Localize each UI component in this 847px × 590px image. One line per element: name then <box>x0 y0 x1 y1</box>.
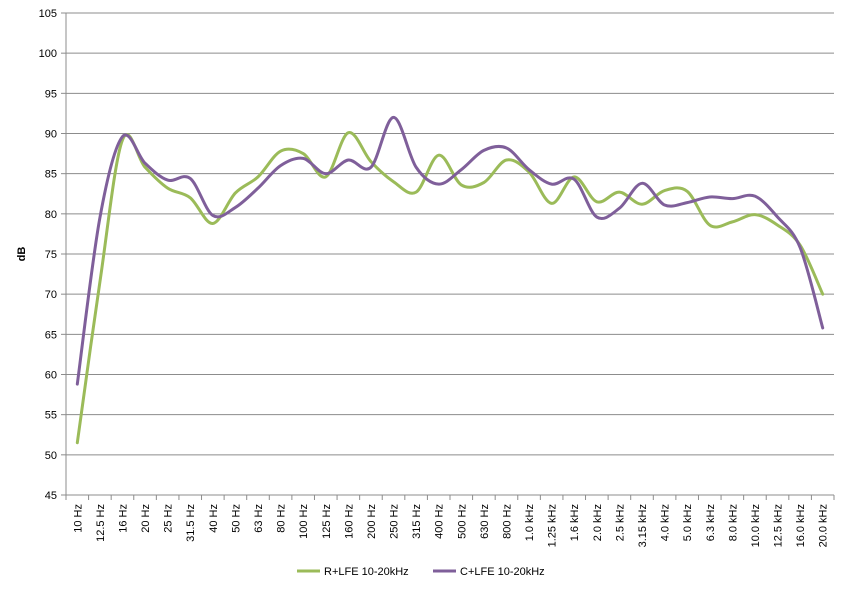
series-line-2 <box>75 115 825 386</box>
axes <box>61 12 835 500</box>
y-tick-label: 45 <box>45 490 57 502</box>
x-tick-label: 2.5 kHz <box>614 504 626 541</box>
x-tick-label: 1.6 kHz <box>569 504 581 541</box>
x-tick-label: 630 Hz <box>479 504 491 539</box>
x-tick-labels: 10 Hz 12.5 Hz 16 Hz 20 Hz 25 Hz 31.5 Hz 40 Hz 5… <box>72 504 829 547</box>
y-tick-label: 50 <box>45 450 57 462</box>
x-tick-label: 125 Hz <box>321 504 333 539</box>
x-tick-label: 20 Hz <box>140 504 152 533</box>
y-tick-label: 80 <box>45 209 57 221</box>
x-tick-label: 500 Hz <box>456 504 468 539</box>
x-tick-label: 3.15 kHz <box>637 504 649 547</box>
y-tick-label: 70 <box>45 289 57 301</box>
legend-label-2: C+LFE 10-20kHz <box>460 566 545 578</box>
y-tick-label: 65 <box>45 329 57 341</box>
y-tick-label: 75 <box>45 249 57 261</box>
y-tick-labels: 45 50 55 60 65 70 75 80 85 90 95 100 105 <box>39 8 57 502</box>
x-tick-label: 4.0 kHz <box>660 504 672 541</box>
x-tick-label: 40 Hz <box>208 504 220 533</box>
y-tick-label: 95 <box>45 88 57 100</box>
x-tick-label: 10 Hz <box>72 504 84 533</box>
x-tick-label: 1.25 kHz <box>547 504 559 547</box>
x-tick-label: 250 Hz <box>389 504 401 539</box>
y-tick-label: 85 <box>45 169 57 181</box>
y-tick-label: 90 <box>45 129 57 141</box>
legend-label-1: R+LFE 10-20kHz <box>324 566 409 578</box>
x-tick-label: 160 Hz <box>343 504 355 539</box>
x-tick-label: 100 Hz <box>298 504 310 539</box>
x-tick-label: 63 Hz <box>253 504 265 533</box>
x-tick-label: 5.0 kHz <box>682 504 694 541</box>
x-tick-label: 200 Hz <box>366 504 378 539</box>
y-tick-label: 60 <box>45 370 57 382</box>
x-tick-label: 315 Hz <box>411 504 423 539</box>
gridlines <box>66 12 834 456</box>
x-tick-label: 10.0 kHz <box>750 504 762 547</box>
x-tick-label: 80 Hz <box>276 504 288 533</box>
x-tick-label: 16 Hz <box>117 504 129 533</box>
x-tick-label: 12.5 kHz <box>773 504 785 547</box>
x-tick-label: 2.0 kHz <box>592 504 604 541</box>
x-tick-label: 6.3 kHz <box>705 504 717 541</box>
y-tick-label: 55 <box>45 410 57 422</box>
y-axis-title: dB <box>16 247 28 262</box>
series-line-1 <box>75 131 825 445</box>
legend: R+LFE 10-20kHz C+LFE 10-20kHz <box>297 566 545 578</box>
y-tick-label: 100 <box>39 48 57 60</box>
x-tick-label: 400 Hz <box>434 504 446 539</box>
y-tick-label: 105 <box>39 8 57 20</box>
x-tick-label: 800 Hz <box>501 504 513 539</box>
x-tick-label: 8.0 kHz <box>727 504 739 541</box>
x-tick-label: 16.0 kHz <box>795 504 807 547</box>
x-tick-label: 50 Hz <box>230 504 242 533</box>
x-tick-label: 25 Hz <box>163 504 175 533</box>
x-tick-label: 31.5 Hz <box>185 504 197 542</box>
x-tick-label: 12.5 Hz <box>95 504 107 542</box>
x-tick-label: 1.0 kHz <box>524 504 536 541</box>
x-tick-label: 20.0 kHz <box>818 504 830 547</box>
series-lines <box>75 115 825 445</box>
